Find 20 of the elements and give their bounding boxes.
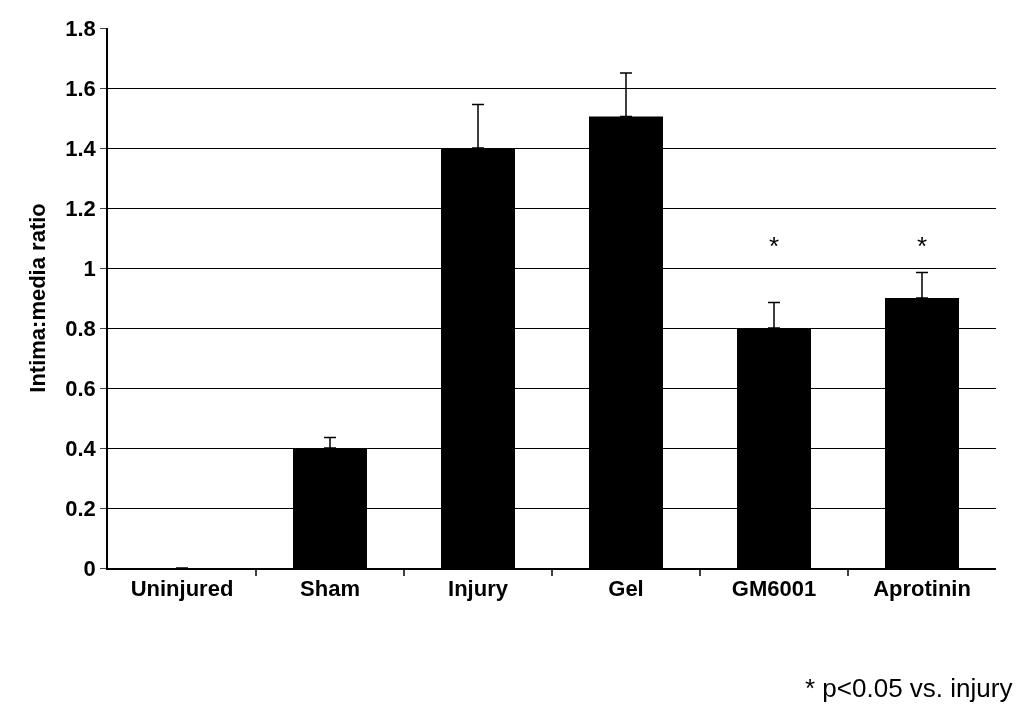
annotation: * [917, 231, 928, 261]
y-tick-label: 1 [83, 255, 96, 281]
y-tick-label: 0.8 [65, 315, 96, 341]
y-tick-label: 1.4 [65, 135, 97, 161]
x-tick-label: Uninjured [130, 576, 234, 602]
x-tick-label: Aprotinin [873, 576, 971, 602]
y-tick-label: 1.8 [65, 15, 96, 41]
annotation: * [769, 231, 780, 261]
x-tick-label: Gel [608, 576, 644, 602]
x-tick-label: GM6001 [731, 576, 817, 602]
y-axis-title: Intima:media ratio [24, 203, 50, 393]
y-tick-label: 0 [83, 555, 96, 581]
x-tick-label: Sham [300, 576, 360, 602]
x-tick-label: Injury [448, 576, 509, 602]
y-tick-label: 0.4 [65, 435, 97, 461]
y-tick-label: 0.2 [65, 495, 96, 521]
text: * p<0.05 vs. injury [805, 673, 1013, 703]
y-tick-label: 1.6 [65, 75, 96, 101]
y-tick-label: 1.2 [65, 195, 96, 221]
y-tick-label: 0.6 [65, 375, 96, 401]
